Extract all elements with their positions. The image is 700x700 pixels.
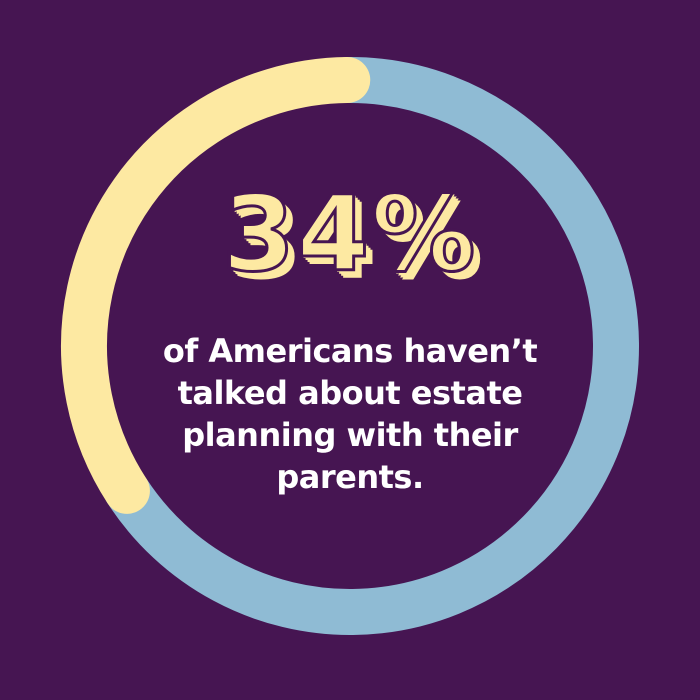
stat-value: 34%: [221, 173, 478, 295]
stat-caption: of Americans haven’t talked about estate…: [162, 332, 538, 496]
